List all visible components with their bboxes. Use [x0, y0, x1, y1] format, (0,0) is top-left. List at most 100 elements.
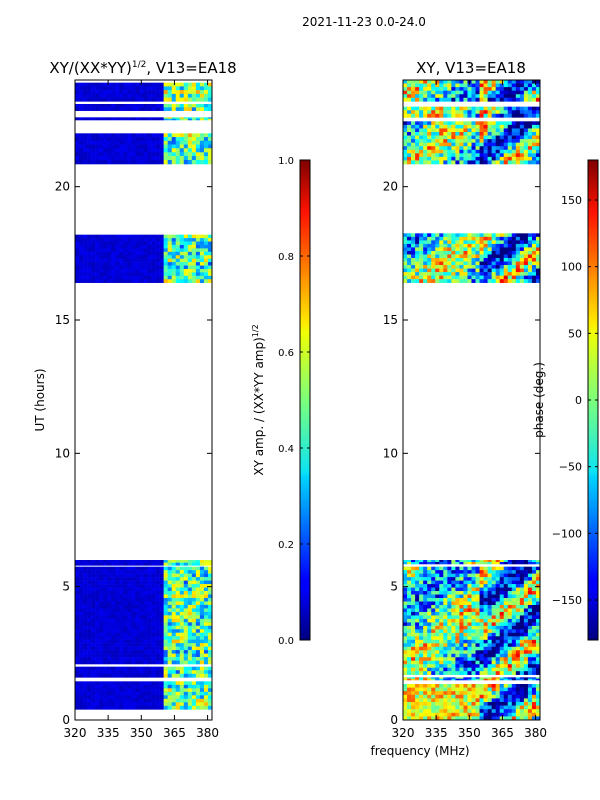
heatmap-cell: [419, 712, 424, 717]
heatmap-cell: [443, 560, 448, 563]
heatmap-cell: [171, 82, 177, 87]
heatmap-cell: [467, 236, 472, 241]
heatmap-cell: [431, 667, 436, 672]
heatmap-cell: [427, 247, 432, 252]
heatmap-cell: [87, 622, 92, 627]
heatmap-cell: [207, 279, 213, 283]
heatmap-cell: [115, 104, 120, 108]
heatmap-cell: [523, 570, 529, 574]
heatmap-cell: [187, 653, 193, 658]
heatmap-cell: [115, 97, 120, 102]
heatmap-cell: [455, 146, 460, 151]
heatmap-cell: [459, 622, 464, 627]
heatmap-cell: [103, 688, 108, 693]
heatmap-cell: [167, 639, 173, 644]
heatmap-cell: [467, 142, 472, 147]
heatmap-cell: [143, 646, 148, 651]
heatmap-cell: [155, 601, 160, 606]
heatmap-cell: [119, 279, 124, 283]
heatmap-cell: [187, 673, 193, 678]
heatmap-cell: [463, 243, 468, 248]
heatmap-cell: [83, 560, 88, 563]
heatmap-cell: [455, 156, 460, 161]
heatmap-cell: [435, 671, 440, 675]
heatmap-cell: [471, 618, 476, 623]
heatmap-cell: [83, 90, 88, 95]
heatmap-cell: [499, 646, 505, 651]
heatmap-cell: [431, 261, 436, 266]
heatmap-cell: [519, 591, 525, 595]
heatmap-cell: [531, 594, 537, 599]
heatmap-cell: [115, 673, 120, 678]
heatmap-cell: [87, 160, 92, 165]
heatmap-cell: [179, 608, 185, 613]
heatmap-cell: [455, 570, 460, 574]
heatmap-cell: [527, 272, 533, 276]
heatmap-cell: [439, 653, 444, 658]
heatmap-cell: [415, 265, 420, 269]
heatmap-cell: [155, 234, 160, 239]
heatmap-cell: [123, 608, 128, 613]
heatmap-cell: [427, 258, 432, 262]
heatmap-cell: [187, 560, 193, 563]
heatmap-cell: [487, 650, 492, 655]
heatmap-cell: [187, 608, 193, 613]
heatmap-cell: [463, 653, 468, 658]
heatmap-cell: [171, 643, 177, 647]
heatmap-cell: [119, 653, 124, 658]
heatmap-cell: [495, 618, 501, 623]
heatmap-cell: [187, 272, 193, 277]
heatmap-cell: [103, 262, 108, 266]
heatmap-cell: [175, 584, 181, 588]
heatmap-cell: [123, 657, 128, 661]
heatmap-cell: [463, 261, 468, 266]
heatmap-cell: [495, 233, 501, 238]
heatmap-cell: [531, 124, 537, 129]
heatmap-cell: [415, 254, 420, 259]
heatmap-cell: [483, 584, 488, 588]
heatmap-cell: [139, 244, 144, 249]
heatmap-cell: [171, 258, 177, 263]
heatmap-cell: [455, 591, 460, 595]
heatmap-cell: [83, 657, 88, 661]
heatmap-cell: [111, 688, 116, 693]
heatmap-cell: [171, 688, 177, 693]
heatmap-cell: [495, 716, 501, 721]
heatmap-cell: [411, 250, 416, 255]
heatmap-cell: [419, 124, 424, 129]
heatmap-cell: [191, 140, 197, 145]
heatmap-cell: [75, 262, 80, 266]
heatmap-cell: [103, 82, 108, 87]
heatmap-cell: [127, 140, 132, 145]
heatmap-cell: [131, 695, 136, 700]
heatmap-cell: [499, 584, 505, 588]
heatmap-cell: [487, 643, 492, 648]
heatmap-cell: [523, 275, 529, 280]
heatmap-cell: [183, 632, 189, 637]
heatmap-cell: [527, 698, 533, 703]
heatmap-cell: [147, 275, 152, 280]
heatmap-cell: [151, 591, 156, 595]
heatmap-cell: [483, 250, 488, 255]
heatmap-cell: [511, 643, 517, 648]
heatmap-cell: [483, 121, 488, 126]
heatmap-cell: [515, 646, 521, 651]
heatmap-cell: [411, 646, 416, 651]
heatmap-cell: [483, 702, 488, 706]
heatmap-cell: [443, 684, 448, 688]
heatmap-cell: [435, 265, 440, 269]
heatmap-cell: [471, 677, 476, 679]
heatmap-cell: [531, 608, 537, 613]
heatmap-band: [75, 133, 213, 153]
heatmap-cell: [175, 160, 181, 165]
heatmap-cell: [87, 272, 92, 277]
heatmap-cell: [183, 152, 189, 157]
heatmap-cell: [459, 639, 464, 644]
heatmap-cell: [159, 702, 164, 707]
heatmap-cell: [107, 646, 112, 651]
heatmap-cell: [407, 279, 412, 283]
heatmap-cell: [91, 148, 96, 153]
heatmap-cell: [411, 629, 416, 634]
heatmap-cell: [507, 657, 513, 662]
heatmap-cell: [119, 265, 124, 270]
